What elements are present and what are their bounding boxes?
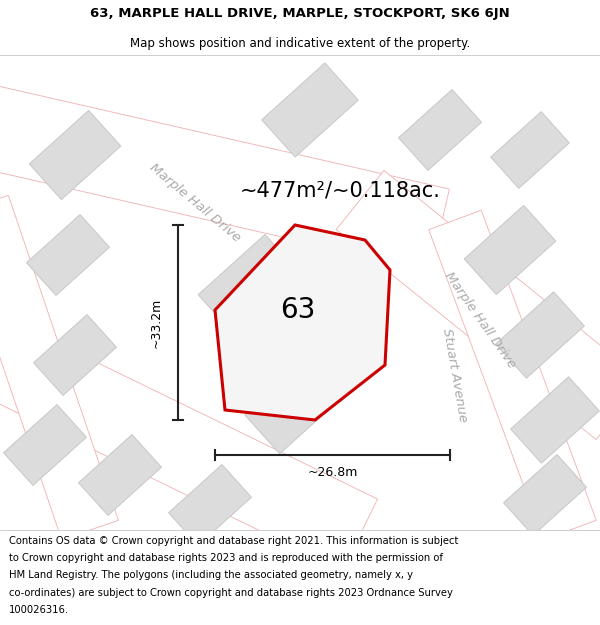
Text: Contains OS data © Crown copyright and database right 2021. This information is : Contains OS data © Crown copyright and d… [9, 536, 458, 546]
Text: Stuart Avenue: Stuart Avenue [440, 327, 470, 423]
Polygon shape [0, 196, 118, 539]
Text: Marple Hall Drive: Marple Hall Drive [442, 269, 518, 371]
Text: ~26.8m: ~26.8m [307, 466, 358, 479]
Text: Map shows position and indicative extent of the property.: Map shows position and indicative extent… [130, 38, 470, 51]
Text: 100026316.: 100026316. [9, 605, 69, 615]
Polygon shape [4, 404, 86, 486]
Polygon shape [503, 454, 586, 536]
Polygon shape [245, 356, 345, 454]
Polygon shape [511, 377, 599, 463]
Polygon shape [496, 292, 584, 378]
Polygon shape [79, 434, 161, 516]
Text: Marple Hall Drive: Marple Hall Drive [147, 161, 243, 245]
Text: to Crown copyright and database rights 2023 and is reproduced with the permissio: to Crown copyright and database rights 2… [9, 553, 443, 563]
Polygon shape [398, 89, 481, 171]
Polygon shape [336, 171, 600, 439]
Polygon shape [262, 63, 358, 157]
Polygon shape [464, 206, 556, 294]
Text: 63, MARPLE HALL DRIVE, MARPLE, STOCKPORT, SK6 6JN: 63, MARPLE HALL DRIVE, MARPLE, STOCKPORT… [90, 8, 510, 20]
Polygon shape [0, 84, 449, 271]
Polygon shape [29, 111, 121, 199]
Text: ~477m²/~0.118ac.: ~477m²/~0.118ac. [239, 180, 440, 200]
Polygon shape [429, 210, 596, 540]
Polygon shape [26, 214, 109, 296]
Text: ~33.2m: ~33.2m [149, 298, 163, 348]
Polygon shape [0, 314, 377, 571]
Polygon shape [169, 464, 251, 546]
Text: 63: 63 [280, 296, 316, 324]
Polygon shape [215, 225, 390, 420]
Text: HM Land Registry. The polygons (including the associated geometry, namely x, y: HM Land Registry. The polygons (includin… [9, 571, 413, 581]
Polygon shape [491, 112, 569, 188]
Text: co-ordinates) are subject to Crown copyright and database rights 2023 Ordnance S: co-ordinates) are subject to Crown copyr… [9, 588, 453, 598]
Polygon shape [198, 234, 302, 336]
Polygon shape [34, 314, 116, 396]
